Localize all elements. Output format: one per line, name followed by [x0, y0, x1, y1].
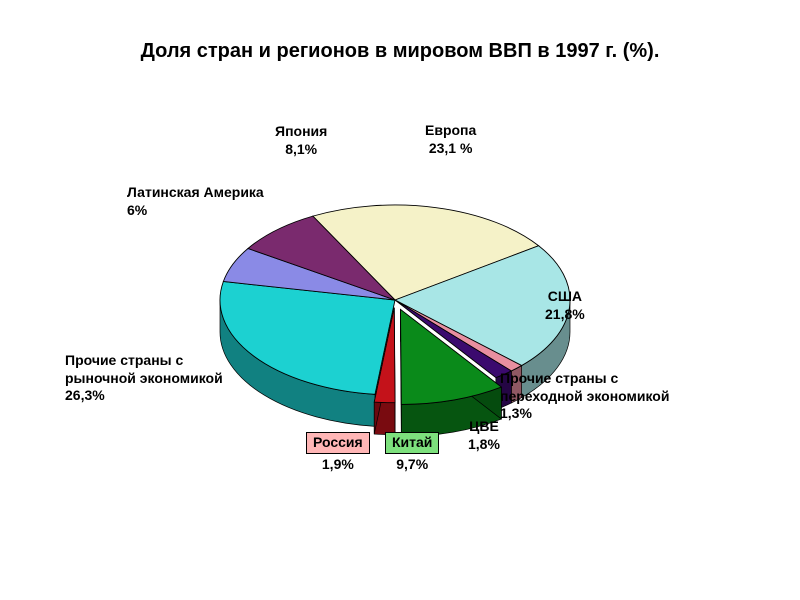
- slice-name: Европа: [425, 122, 476, 140]
- pie-chart: Европа23,1 %США21,8%Прочие страны сперех…: [0, 0, 800, 600]
- slice-label: Россия 1,9%: [306, 432, 370, 473]
- slice-name: Прочие страны с: [500, 370, 669, 388]
- slice-name: США: [545, 288, 585, 306]
- slice-label: Латинская Америка6%: [127, 184, 264, 219]
- slice-pct: 6%: [127, 202, 264, 220]
- slice-pct: 26,3%: [65, 387, 223, 405]
- slice-pct: 1,8%: [468, 436, 500, 454]
- slice-pct: 8,1%: [275, 141, 327, 159]
- slice-label: Прочие страны срыночной экономикой26,3%: [65, 352, 223, 405]
- slice-name: Россия: [306, 432, 370, 454]
- slice-label: Япония8,1%: [275, 123, 327, 158]
- slice-name: переходной экономикой: [500, 388, 669, 406]
- slice-pct: 23,1 %: [425, 140, 476, 158]
- slice-name: Прочие страны с: [65, 352, 223, 370]
- slice-name: рыночной экономикой: [65, 370, 223, 388]
- slice-name: ЦВЕ: [468, 418, 500, 436]
- slice-label: США21,8%: [545, 288, 585, 323]
- slice-pct: 1,3%: [500, 405, 669, 423]
- slice-pct: 21,8%: [545, 306, 585, 324]
- slice-label: ЦВЕ1,8%: [468, 418, 500, 453]
- slice-name: Латинская Америка: [127, 184, 264, 202]
- slice-label: Европа23,1 %: [425, 122, 476, 157]
- slice-label: Прочие страны спереходной экономикой1,3%: [500, 370, 669, 423]
- slice-name: Япония: [275, 123, 327, 141]
- slice-pct: 9,7%: [385, 456, 439, 474]
- slice-name: Китай: [385, 432, 439, 454]
- slice-label: Китай 9,7%: [385, 432, 439, 473]
- slice-pct: 1,9%: [306, 456, 370, 474]
